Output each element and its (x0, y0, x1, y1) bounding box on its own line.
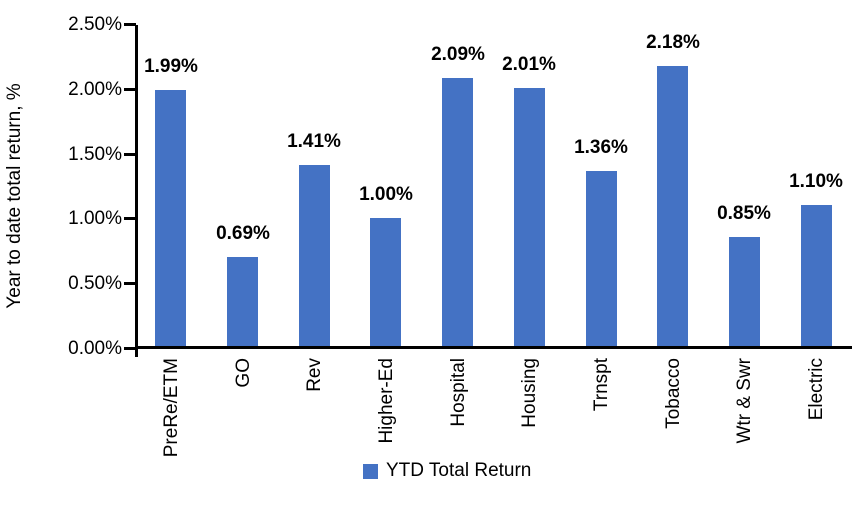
legend-label: YTD Total Return (386, 460, 532, 481)
bar-Tobacco (657, 66, 688, 346)
y-tick-mark (124, 282, 136, 285)
bar-value-label: 1.36% (574, 137, 628, 158)
y-tick-mark (124, 23, 136, 26)
bar-Higher-Ed (370, 218, 401, 346)
y-axis-title: Year to date total return, % (4, 83, 25, 309)
bar-value-label: 1.99% (144, 56, 198, 77)
x-axis-origin-tick (135, 349, 138, 357)
y-tick-label: 0.00% (68, 338, 122, 359)
x-category-label: Trnspt (591, 358, 612, 412)
y-tick-label: 0.50% (68, 273, 122, 294)
legend: YTD Total Return (363, 460, 531, 482)
x-category-label: Wtr & Swr (734, 358, 755, 444)
bar-value-label: 2.09% (431, 44, 485, 65)
bar-Hospital (442, 78, 473, 346)
bar-value-label: 0.85% (717, 203, 771, 224)
x-category-label: Housing (519, 358, 540, 428)
x-category-label: Electric (806, 358, 827, 421)
x-category-label: Higher-Ed (376, 358, 397, 444)
bar-value-label: 2.01% (502, 54, 556, 75)
plot-area: 1.99% 0.69% 1.41% 1.00% 2.09% 2.01% 1.36% 2.18%… (135, 25, 852, 349)
x-category-label: Tobacco (663, 358, 684, 429)
bar-value-label: 0.69% (216, 223, 270, 244)
bar-Trnspt (586, 171, 617, 346)
bar-value-label: 1.10% (789, 171, 843, 192)
y-tick-mark (124, 88, 136, 91)
y-tick-mark (124, 347, 136, 350)
bar-Housing (514, 88, 545, 346)
y-tick-mark (124, 217, 136, 220)
y-tick-label: 1.00% (68, 208, 122, 229)
legend-swatch (363, 463, 378, 479)
x-category-label: PreRe/ETM (161, 358, 182, 458)
bar-PreRe/ETM (155, 90, 186, 346)
bar-value-label: 2.18% (646, 32, 700, 53)
bar-Rev (299, 165, 330, 346)
y-tick-label: 2.00% (68, 79, 122, 100)
x-category-label: Rev (304, 358, 325, 392)
bar-value-label: 1.00% (359, 184, 413, 205)
bar-Electric (801, 205, 832, 346)
y-tick-mark (124, 153, 136, 156)
y-tick-label: 1.50% (68, 144, 122, 165)
bar-value-label: 1.41% (287, 131, 341, 152)
y-tick-label: 2.50% (68, 14, 122, 35)
x-category-label: GO (233, 358, 254, 388)
bar-GO (227, 257, 258, 346)
x-category-label: Hospital (448, 358, 469, 427)
bar-Wtr & Swr (729, 237, 760, 346)
